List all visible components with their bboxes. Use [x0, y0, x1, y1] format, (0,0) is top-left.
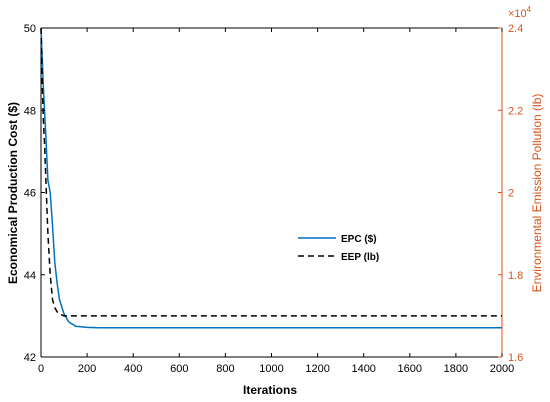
y-right-tick-label: 2.4 [508, 23, 523, 35]
y-right-tick-label: 2.2 [508, 105, 523, 117]
x-tick-label: 400 [124, 363, 142, 375]
x-axis-label: Iterations [243, 383, 297, 397]
x-tick-label: 2000 [490, 363, 514, 375]
y-left-tick-label: 44 [24, 270, 36, 282]
legend-epc-label: EPC ($) [341, 234, 377, 245]
x-tick-label: 800 [216, 363, 234, 375]
y-left-tick-label: 48 [24, 105, 36, 117]
eep-series-line [40, 27, 502, 317]
right-axis-exponent-power: 4 [527, 5, 532, 14]
y-right-tick-label: 2 [508, 188, 514, 200]
plot-frame [40, 27, 503, 358]
series-layer [40, 27, 502, 329]
x-tick-label: 200 [78, 363, 96, 375]
x-tick-label: 600 [170, 363, 188, 375]
y-right-tick-label: 1.6 [508, 352, 523, 364]
plot-area [41, 28, 502, 357]
y-left-tick-label: 46 [24, 188, 36, 200]
y-axis-right-label: Environmental Emission Pollution (lb) [530, 94, 544, 293]
epc-series-line [40, 27, 502, 329]
x-tick-label: 1200 [305, 363, 329, 375]
y-left-tick-label: 42 [24, 352, 36, 364]
ticks-layer: 0 200 400 600 800 1000 1200 1400 1600 1800 2000 42 4… [24, 23, 524, 375]
legend-eep-label: EEP (lb) [341, 252, 379, 263]
y-left-tick-label: 50 [24, 23, 36, 35]
right-axis-exponent-base: ×10 [508, 8, 527, 20]
x-tick-label: 1800 [444, 363, 468, 375]
x-tick-label: 1400 [351, 363, 375, 375]
legend: EPC ($) EEP (lb) [298, 234, 379, 263]
x-tick-label: 1600 [398, 363, 422, 375]
x-tick-label: 0 [38, 363, 44, 375]
right-axis-exponent: ×104 [508, 5, 532, 20]
y-axis-left-label: Economical Production Cost ($) [6, 102, 20, 284]
x-tick-label: 1000 [259, 363, 283, 375]
y-right-tick-label: 1.8 [508, 270, 523, 282]
